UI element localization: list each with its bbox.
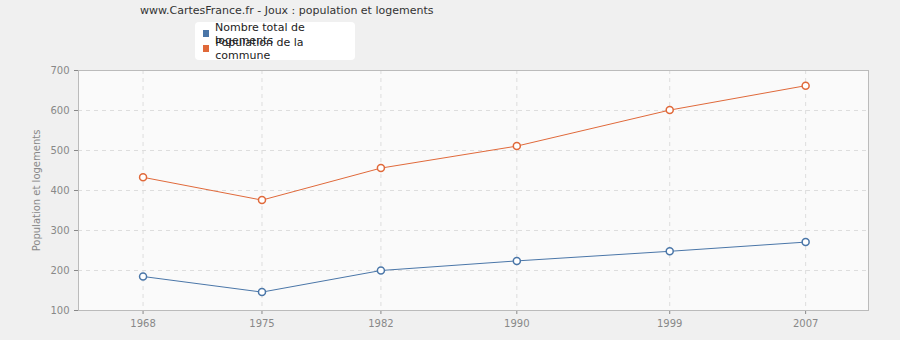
svg-text:1975: 1975 [249, 318, 274, 329]
svg-text:100: 100 [50, 305, 69, 316]
svg-text:1968: 1968 [130, 318, 155, 329]
svg-text:Population et logements: Population et logements [31, 130, 42, 252]
svg-text:600: 600 [50, 105, 69, 116]
svg-text:1999: 1999 [657, 318, 682, 329]
svg-text:400: 400 [50, 185, 69, 196]
svg-text:1990: 1990 [504, 318, 529, 329]
html-text:Nombre total de logements: Nombre total de logements [215, 20, 305, 47]
svg-text:2007: 2007 [793, 318, 818, 329]
svg-text:200: 200 [50, 265, 69, 276]
svg-text:700: 700 [50, 66, 69, 76]
html-text:Population de la commune: Population de la commune [215, 35, 304, 62]
html-text:www.CartesFrance.fr - Joux : p: www.CartesFrance.fr - Joux : population … [140, 4, 434, 17]
svg-text:1982: 1982 [368, 318, 393, 329]
svg-text:300: 300 [50, 225, 69, 236]
svg-text:500: 500 [50, 145, 69, 156]
